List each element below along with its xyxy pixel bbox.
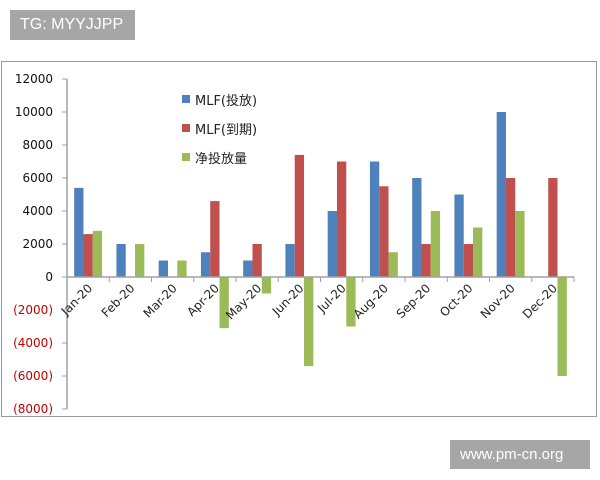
x-axis: Jan-20 Feb-20 Mar-20 Apr-20 May-20 Jun-20 Jul-… — [58, 276, 575, 322]
bar — [346, 277, 356, 327]
legend-label: MLF(投放) — [195, 93, 257, 109]
bar — [463, 244, 474, 277]
bar — [294, 154, 305, 277]
bar — [135, 244, 145, 277]
y-tick-label: 12000 — [15, 72, 53, 86]
x-tick-label: Jul-20 — [314, 281, 349, 316]
bar — [505, 178, 516, 277]
watermark-bottom: www.pm-cn.org — [450, 440, 590, 469]
legend-label: MLF(到期) — [195, 123, 257, 138]
bar — [304, 277, 314, 367]
bar — [177, 260, 187, 277]
bar — [92, 230, 103, 277]
bar — [496, 112, 506, 277]
y-tick-label: 4000 — [22, 204, 53, 218]
bar — [388, 252, 398, 277]
bar — [158, 260, 168, 277]
x-tick-label: Apr-20 — [184, 281, 222, 319]
x-tick-label: May-20 — [223, 281, 264, 322]
bar — [83, 234, 93, 277]
bar — [548, 178, 558, 277]
y-tick-label: (2000) — [13, 303, 53, 317]
y-tick-label: 10000 — [15, 105, 53, 119]
x-tick-label: Dec-20 — [520, 281, 560, 321]
bar — [412, 178, 422, 277]
watermark-top: TG: MYYJJPP — [10, 10, 135, 40]
bar-chart: 12000 10000 8000 6000 4000 2000 0 (2000) (4000) (… — [13, 72, 575, 416]
bars — [74, 112, 567, 376]
y-tick-label: 6000 — [22, 171, 53, 185]
bar — [116, 244, 126, 277]
bar — [200, 252, 211, 277]
bar — [74, 187, 84, 277]
legend: MLF(投放) MLF(到期) 净投放量 — [182, 93, 257, 167]
legend-swatch — [182, 153, 190, 161]
x-tick-label: Sep-20 — [394, 281, 434, 321]
x-tick-label: Nov-20 — [478, 281, 518, 321]
bar — [243, 260, 253, 277]
y-tick-label: 8000 — [22, 138, 53, 152]
bar — [430, 211, 441, 277]
x-tick-label: Feb-20 — [99, 281, 138, 320]
y-tick-label: (6000) — [13, 369, 53, 383]
y-tick-label: 2000 — [22, 237, 53, 251]
bar — [515, 211, 525, 277]
x-tick-label: Mar-20 — [141, 281, 180, 320]
y-axis: 12000 10000 8000 6000 4000 2000 0 (2000) (4000) (… — [13, 72, 68, 416]
bar — [285, 244, 295, 277]
bar — [421, 244, 431, 277]
y-tick-label: (8000) — [13, 402, 53, 416]
y-tick-label: 0 — [45, 270, 53, 284]
x-tick-label: Oct-20 — [437, 281, 475, 319]
bar — [369, 161, 380, 277]
bar — [210, 201, 220, 277]
legend-swatch — [182, 124, 190, 132]
bar — [336, 161, 347, 277]
bar — [219, 277, 229, 329]
legend-swatch — [182, 95, 190, 103]
chart-frame: 12000 10000 8000 6000 4000 2000 0 (2000) (4000) (… — [1, 61, 597, 417]
x-tick-label: Jun-20 — [269, 281, 307, 319]
bar — [379, 186, 389, 277]
bar — [327, 211, 337, 277]
y-tick-label: (4000) — [13, 336, 53, 350]
bar — [252, 244, 262, 277]
bar — [473, 227, 483, 277]
bar — [557, 277, 567, 376]
x-tick-label: Aug-20 — [351, 281, 391, 321]
bar — [454, 194, 464, 277]
x-tick-label: Jan-20 — [58, 281, 96, 319]
legend-label: 净投放量 — [195, 151, 247, 167]
bar — [261, 277, 272, 294]
